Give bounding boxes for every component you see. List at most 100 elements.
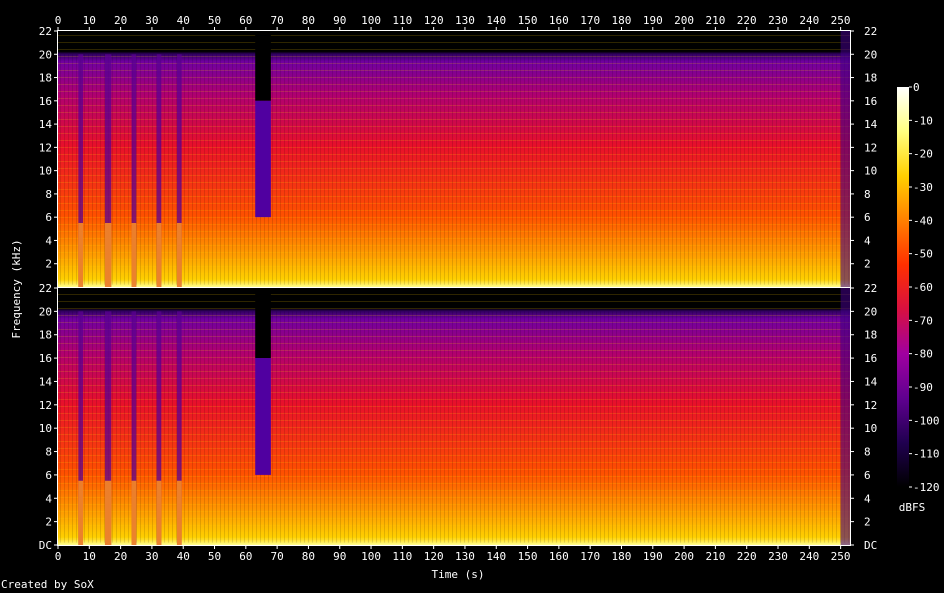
x-tick-label-bottom: 150 bbox=[518, 550, 538, 563]
x-tick-label-top: 170 bbox=[580, 14, 600, 27]
y-tick-label-left: 20 bbox=[39, 48, 52, 61]
intro-gap bbox=[156, 54, 162, 287]
spectrogram-panels bbox=[58, 31, 850, 545]
x-tick-label-bottom: 180 bbox=[612, 550, 632, 563]
y-tick-label-right: 20 bbox=[864, 48, 877, 61]
y-tick-label-right: DC bbox=[864, 539, 877, 552]
x-tick-label-bottom: 160 bbox=[549, 550, 569, 563]
y-tick-label-left: 20 bbox=[39, 305, 52, 318]
x-tick-label-bottom: 90 bbox=[333, 550, 346, 563]
y-tick-label-left: 12 bbox=[39, 141, 52, 154]
x-tick-label-top: 190 bbox=[643, 14, 663, 27]
intro-gap-low bbox=[131, 480, 137, 545]
y-tick-label-right: 6 bbox=[864, 211, 871, 224]
axes: 0 0 10 10 20 20 30 30 40 40 50 50 60 60 70 70 80 80 90 90 10… bbox=[39, 14, 878, 563]
y-tick-label-left: 4 bbox=[45, 234, 52, 247]
intro-gap-low bbox=[176, 480, 182, 545]
x-tick-label-bottom: 230 bbox=[768, 550, 788, 563]
x-tick-label-bottom: 40 bbox=[177, 550, 190, 563]
x-tick-label-top: 70 bbox=[271, 14, 284, 27]
intro-gap bbox=[176, 311, 182, 545]
x-tick-label-top: 150 bbox=[518, 14, 538, 27]
y-tick-label-right: 6 bbox=[864, 469, 871, 482]
y-tick-label-left: 22 bbox=[39, 25, 52, 38]
y-tick-label-left: 12 bbox=[39, 399, 52, 412]
y-tick-label-right: 2 bbox=[864, 516, 871, 529]
y-tick-label-left: 6 bbox=[45, 211, 52, 224]
y-tick-label-right: 10 bbox=[864, 165, 877, 178]
intro-gap bbox=[78, 54, 84, 287]
colorbar-tick-label: -50 bbox=[913, 248, 933, 261]
y-tick-label-left: DC bbox=[39, 539, 52, 552]
y-tick-label-right: 22 bbox=[864, 25, 877, 38]
x-tick-label-top: 10 bbox=[83, 14, 96, 27]
intro-gap bbox=[78, 311, 84, 545]
x-tick-label-bottom: 140 bbox=[486, 550, 506, 563]
colorbar-tick-label: -80 bbox=[913, 348, 933, 361]
colorbar-gradient bbox=[897, 87, 909, 487]
y-tick-label-left: 2 bbox=[45, 258, 52, 271]
x-tick-label-bottom: 250 bbox=[831, 550, 851, 563]
colorbar-tick-label: -120 bbox=[913, 481, 940, 494]
x-tick-label-top: 230 bbox=[768, 14, 788, 27]
colorbar-tick-label: -70 bbox=[913, 314, 933, 327]
x-tick-label-top: 220 bbox=[737, 14, 757, 27]
y-tick-label-right: 10 bbox=[864, 422, 877, 435]
x-tick-label-top: 210 bbox=[705, 14, 725, 27]
x-tick-label-top: 60 bbox=[239, 14, 252, 27]
intro-gap-low bbox=[156, 480, 162, 545]
y-tick-label-right: 12 bbox=[864, 399, 877, 412]
x-tick-label-bottom: 60 bbox=[239, 550, 252, 563]
x-tick-label-top: 50 bbox=[208, 14, 221, 27]
end-fade bbox=[840, 31, 850, 287]
x-tick-label-top: 30 bbox=[145, 14, 158, 27]
y-tick-label-right: 16 bbox=[864, 95, 877, 108]
intro-gap bbox=[131, 311, 137, 545]
y-tick-label-left: 10 bbox=[39, 165, 52, 178]
lowpass-notch bbox=[255, 288, 271, 359]
y-tick-label-left: 8 bbox=[45, 188, 52, 201]
colorbar-tick-label: -10 bbox=[913, 114, 933, 127]
y-tick-label-left: 22 bbox=[39, 282, 52, 295]
x-tick-label-top: 240 bbox=[799, 14, 819, 27]
y-tick-label-right: 22 bbox=[864, 282, 877, 295]
plot-frame bbox=[57, 30, 851, 546]
x-tick-label-bottom: 190 bbox=[643, 550, 663, 563]
y-tick-label-right: 16 bbox=[864, 352, 877, 365]
colorbar-tick-label: -60 bbox=[913, 281, 933, 294]
x-tick-label-top: 130 bbox=[455, 14, 475, 27]
x-tick-label-bottom: 20 bbox=[114, 550, 127, 563]
y-tick-label-right: 4 bbox=[864, 234, 871, 247]
lowpass-notch bbox=[255, 31, 271, 101]
y-tick-label-right: 14 bbox=[864, 375, 878, 388]
intro-gap-low bbox=[104, 223, 112, 287]
colorbar-tick-label: 0 bbox=[913, 81, 920, 94]
y-tick-label-right: 20 bbox=[864, 305, 877, 318]
y-tick-label-right: 8 bbox=[864, 446, 871, 459]
lowpass-band bbox=[255, 358, 271, 475]
y-tick-label-right: 4 bbox=[864, 492, 871, 505]
channel-panel-1 bbox=[58, 31, 850, 287]
x-tick-label-bottom: 120 bbox=[424, 550, 444, 563]
intro-gap-low bbox=[104, 480, 112, 545]
x-tick-label-top: 100 bbox=[361, 14, 381, 27]
x-tick-label-top: 160 bbox=[549, 14, 569, 27]
y-tick-label-left: 18 bbox=[39, 329, 52, 342]
channel-divider bbox=[58, 287, 850, 288]
intro-gap bbox=[176, 54, 182, 287]
x-tick-label-bottom: 100 bbox=[361, 550, 381, 563]
x-tick-label-bottom: 210 bbox=[705, 550, 725, 563]
y-tick-label-left: 16 bbox=[39, 95, 52, 108]
y-tick-label-right: 2 bbox=[864, 258, 871, 271]
x-tick-label-top: 20 bbox=[114, 14, 127, 27]
intro-gap-low bbox=[156, 223, 162, 287]
x-tick-label-bottom: 30 bbox=[145, 550, 158, 563]
x-axis-label: Time (s) bbox=[432, 568, 485, 581]
x-tick-label-bottom: 50 bbox=[208, 550, 221, 563]
x-tick-label-top: 180 bbox=[612, 14, 632, 27]
intro-gap bbox=[104, 311, 112, 545]
x-tick-label-bottom: 80 bbox=[302, 550, 315, 563]
x-tick-label-top: 120 bbox=[424, 14, 444, 27]
intro-gap bbox=[156, 311, 162, 545]
